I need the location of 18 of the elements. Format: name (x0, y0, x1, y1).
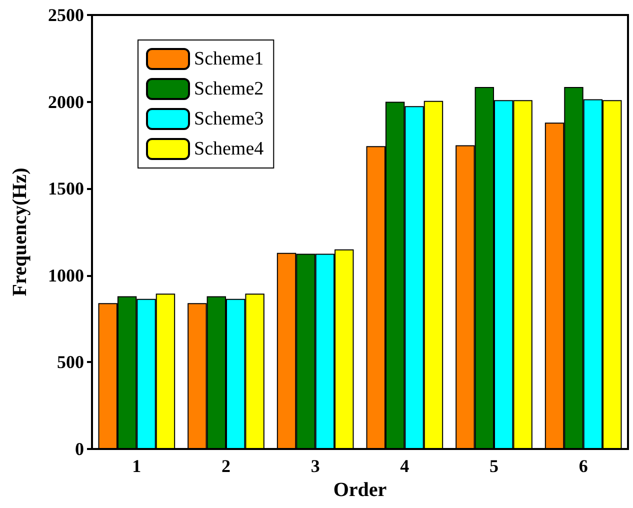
x-tick-label: 6 (578, 456, 588, 476)
x-tick-label: 3 (310, 456, 320, 476)
legend-label: Scheme1 (194, 48, 264, 70)
x-tick-label: 2 (222, 456, 230, 476)
legend-label: Scheme4 (194, 138, 264, 160)
x-axis-title: Order (333, 478, 387, 501)
y-tick-label: 2000 (48, 92, 84, 112)
y-tick-label: 500 (57, 352, 84, 372)
y-tick-label: 1500 (48, 178, 84, 199)
y-tick-label: 2500 (48, 5, 84, 25)
x-tick-label: 4 (400, 456, 410, 476)
y-tick-label: 0 (75, 439, 84, 459)
legend-label: Scheme3 (194, 108, 264, 130)
y-axis-title: Frequency(Hz) (9, 168, 31, 296)
y-tick-label: 1000 (48, 265, 84, 286)
x-tick-label: 1 (132, 456, 142, 476)
legend-label: Scheme2 (194, 78, 264, 100)
x-tick-label: 5 (490, 456, 498, 476)
